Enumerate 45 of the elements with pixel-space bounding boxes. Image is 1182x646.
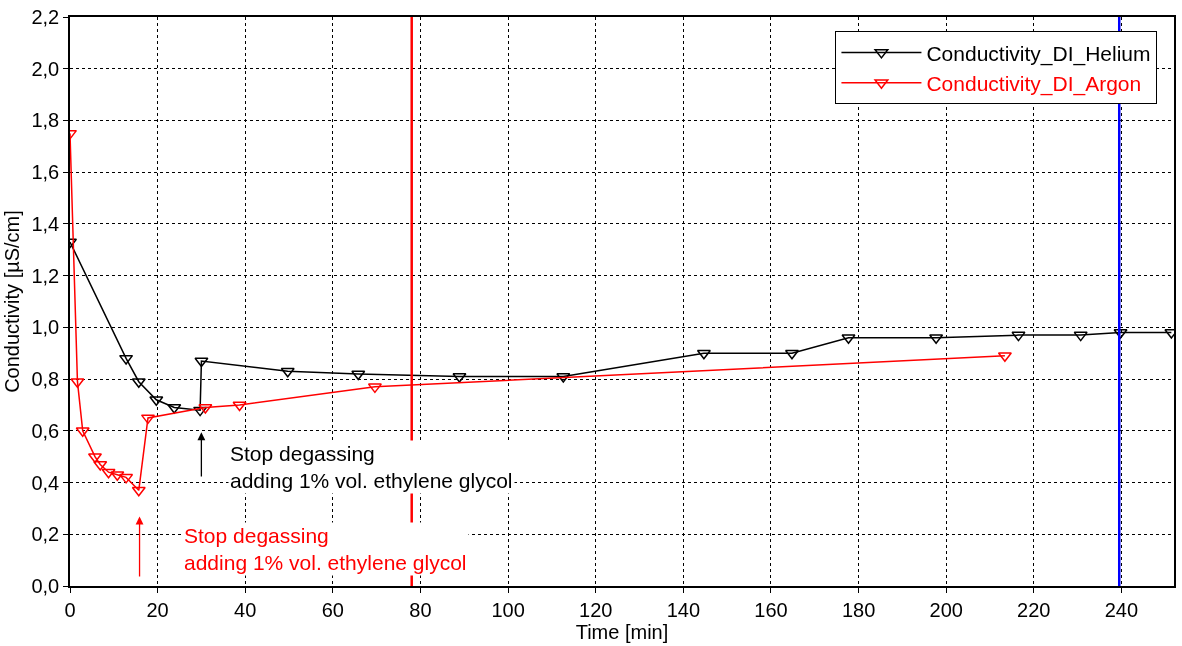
point (280, 367, 295, 378)
point (110, 471, 125, 482)
point (75, 427, 90, 438)
y-tick-label: 0,8 (31, 368, 60, 391)
point (131, 486, 146, 497)
y-tick-label: 0,6 (31, 419, 60, 442)
x-tick-label: 20 (146, 598, 169, 621)
x-tick-label: 240 (1104, 598, 1139, 621)
point (1073, 331, 1088, 342)
x-axis-title: Time [min] (575, 620, 669, 643)
x-tick-label: 40 (234, 598, 257, 621)
point (997, 352, 1012, 363)
point (93, 460, 108, 471)
x-tick-label: 140 (666, 598, 701, 621)
point (149, 396, 164, 407)
point (193, 406, 208, 417)
legend-label: Conductivity_DI_Argon (926, 71, 1142, 96)
y-tick-label: 0,2 (31, 523, 60, 546)
legend-label: Conductivity_DI_Helium (926, 41, 1151, 66)
y-tick-label: 0,4 (31, 471, 60, 494)
x-tick-label: 120 (579, 598, 613, 621)
x-tick-label: 160 (754, 598, 788, 621)
x-tick-label: 100 (491, 598, 525, 621)
y-tick-label: 2,2 (31, 6, 60, 28)
x-tick-label: 220 (1017, 598, 1051, 621)
y-axis-title: Conductivity [µS/cm] (1, 210, 24, 393)
y-tick-label: 1,0 (31, 316, 60, 339)
annotation: Stop degassing adding 1% vol. ethylene glycol (184, 524, 467, 575)
point (1011, 331, 1026, 342)
x-tick-label: 180 (841, 598, 876, 621)
point (101, 468, 116, 479)
y-tick-label: 1,2 (31, 264, 60, 287)
point (351, 370, 366, 381)
x-tick-label: 200 (929, 598, 963, 621)
y-tick-label: 2,0 (31, 57, 60, 80)
x-tick-label: 80 (409, 598, 432, 621)
y-tick-label: 1,4 (31, 212, 60, 235)
x-tick-label: 60 (321, 598, 344, 621)
y-tick-label: 1,6 (31, 161, 60, 184)
y-tick-label: 1,8 (31, 109, 60, 132)
annotation: Stop degassing adding 1% vol. ethylene glycol (230, 442, 513, 493)
y-tick-label: 0,0 (31, 575, 60, 597)
point (194, 357, 209, 368)
point (232, 401, 247, 412)
x-tick-label: 0 (64, 598, 76, 621)
